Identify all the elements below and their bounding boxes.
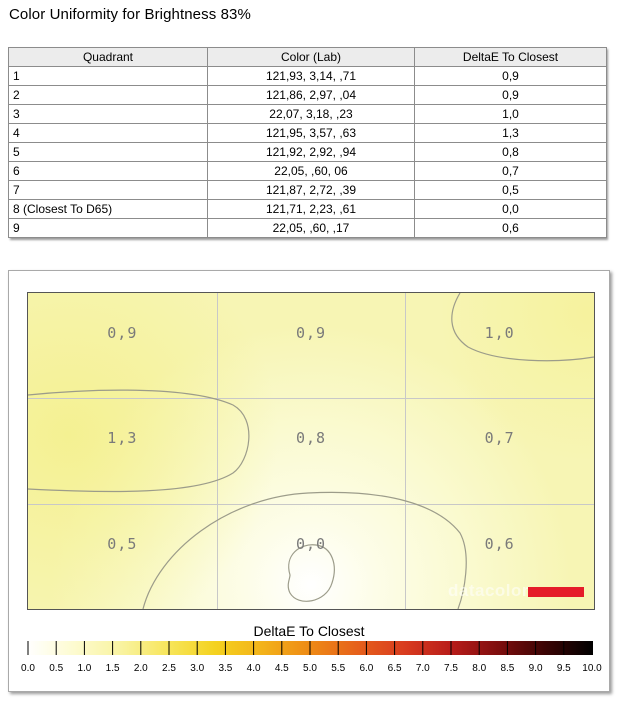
page-title: Color Uniformity for Brightness 83% [9, 6, 251, 23]
cell-quadrant: 2 [8, 85, 208, 105]
cell-color-lab: 22,05, ,60, ,17 [207, 218, 415, 238]
cell-quadrant: 9 [8, 218, 208, 238]
colorbar-tick-label: 4.0 [246, 663, 261, 674]
colorbar-tick-label: 3.0 [190, 663, 205, 674]
cell-deltae: 1,3 [414, 123, 607, 143]
colorbar-tick-label: 2.0 [133, 663, 148, 674]
table-row: 8 (Closest To D65) 121,71, 2,23, ,61 0,0 [8, 199, 607, 219]
colorbar [27, 641, 593, 655]
heatmap-warm-topright [28, 293, 594, 609]
cell-color-lab: 121,86, 2,97, ,04 [207, 85, 415, 105]
table-row: 4 121,95, 3,57, ,63 1,3 [8, 123, 607, 143]
cell-deltae: 0,0 [414, 199, 607, 219]
table-row: 1 121,93, 3,14, ,71 0,9 [8, 66, 607, 86]
colorbar-tick-label: 7.0 [415, 663, 430, 674]
uniformity-heatmap: 0,9 0,9 1,0 1,3 0,8 0,7 0,5 0,0 0,6 datacolor [27, 292, 595, 610]
uniformity-map-panel: 0,9 0,9 1,0 1,3 0,8 0,7 0,5 0,0 0,6 datacolor De… [8, 270, 610, 692]
heatmap-svg [28, 293, 594, 609]
colorbar-tick-label: 5.0 [303, 663, 317, 674]
cell-deltae: 1,0 [414, 104, 607, 124]
cell-deltae: 0,9 [414, 85, 607, 105]
cell-color-lab: 22,05, ,60, 06 [207, 161, 415, 181]
colorbar-tick-label: 8.0 [472, 663, 487, 674]
table-row: 5 121,92, 2,92, ,94 0,8 [8, 142, 607, 162]
cell-color-lab: 121,95, 3,57, ,63 [207, 123, 415, 143]
header-deltae: DeltaE To Closest [414, 47, 607, 67]
table-header-row: Quadrant Color (Lab) DeltaE To Closest [8, 47, 607, 67]
colorbar-tick-label: 9.0 [528, 663, 543, 674]
heatmap-cell-value: 0,6 [484, 534, 515, 553]
cell-deltae: 0,8 [414, 142, 607, 162]
colorbar-title: DeltaE To Closest [253, 623, 365, 639]
colorbar-tick-label: 8.5 [500, 663, 515, 674]
cell-deltae: 0,6 [414, 218, 607, 238]
table-row: 2 121,86, 2,97, ,04 0,9 [8, 85, 607, 105]
header-color-lab: Color (Lab) [207, 47, 415, 67]
cell-color-lab: 121,92, 2,92, ,94 [207, 142, 415, 162]
cell-color-lab: 121,93, 3,14, ,71 [207, 66, 415, 86]
colorbar-tick-label: 2.5 [162, 663, 176, 674]
contour-bottom [142, 491, 467, 609]
contour-left [28, 389, 250, 493]
heatmap-cell-value: 0,8 [295, 429, 327, 448]
colorbar-tick-label: 10.0 [582, 663, 602, 674]
cell-deltae: 0,7 [414, 161, 607, 181]
heatmap-cell-value: 0,7 [484, 429, 515, 448]
contour-topright [451, 293, 594, 362]
datacolor-watermark: datacolor [448, 581, 530, 600]
colorbar-tick-label: 7.5 [444, 663, 458, 674]
cell-color-lab: 22,07, 3,18, ,23 [207, 104, 415, 124]
heatmap-cell-value: 0,9 [107, 324, 138, 342]
cell-color-lab: 121,87, 2,72, ,39 [207, 180, 415, 200]
colorbar-tick-label: 9.5 [556, 663, 571, 674]
cell-quadrant: 6 [8, 161, 208, 181]
heatmap-cell-value: 1,0 [484, 324, 515, 342]
cell-quadrant: 5 [8, 142, 208, 162]
colorbar-tick-label: 6.0 [359, 663, 374, 674]
watermark-bar [528, 587, 584, 597]
colorbar-tick-label: 6.5 [387, 663, 402, 674]
heatmap-cell-value: 0,5 [107, 534, 138, 553]
cell-quadrant: 7 [8, 180, 208, 200]
uniformity-table: Quadrant Color (Lab) DeltaE To Closest 1… [8, 47, 607, 238]
cell-quadrant: 4 [8, 123, 208, 143]
table-row: 7 121,87, 2,72, ,39 0,5 [8, 180, 607, 200]
colorbar-tick-label: 4.5 [274, 663, 289, 674]
cell-quadrant: 3 [8, 104, 208, 124]
table-row: 9 22,05, ,60, ,17 0,6 [8, 218, 607, 238]
heatmap-cell-value: 1,3 [107, 429, 138, 448]
colorbar-tick-label: 0.0 [21, 663, 35, 674]
table-row: 3 22,07, 3,18, ,23 1,0 [8, 104, 607, 124]
cell-quadrant: 8 (Closest To D65) [8, 199, 208, 219]
header-quadrant: Quadrant [8, 47, 208, 67]
colorbar-tick-label: 1.5 [105, 663, 120, 674]
cell-deltae: 0,9 [414, 66, 607, 86]
colorbar-tick-label: 1.0 [77, 663, 92, 674]
heatmap-cell-value: 0,0 [295, 534, 327, 553]
cell-color-lab: 121,71, 2,23, ,61 [207, 199, 415, 219]
colorbar-tick-label: 5.5 [331, 663, 346, 674]
colorbar-tick-label: 0.5 [49, 663, 64, 674]
heatmap-cell-value: 0,9 [295, 324, 327, 342]
table-row: 6 22,05, ,60, 06 0,7 [8, 161, 607, 181]
cell-deltae: 0,5 [414, 180, 607, 200]
cell-quadrant: 1 [8, 66, 208, 86]
contour-center-spot [287, 544, 335, 602]
colorbar-tick-label: 3.5 [218, 663, 233, 674]
